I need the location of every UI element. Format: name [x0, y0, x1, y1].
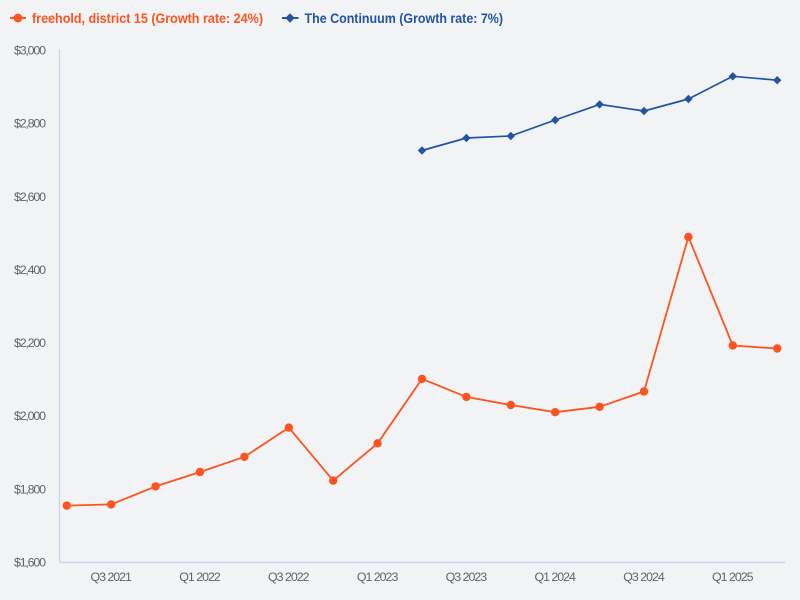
svg-text:$1,600: $1,600: [14, 556, 46, 570]
svg-text:Q3 2021: Q3 2021: [90, 570, 132, 584]
svg-text:Q1 2024: Q1 2024: [534, 570, 576, 584]
svg-text:Q1 2022: Q1 2022: [179, 570, 221, 584]
svg-text:$2,800: $2,800: [14, 117, 46, 131]
svg-text:The Continuum (Growth rate: 7%: The Continuum (Growth rate: 7%): [305, 11, 504, 26]
svg-text:Q3 2024: Q3 2024: [623, 570, 665, 584]
svg-text:Q3 2022: Q3 2022: [268, 570, 310, 584]
svg-text:$3,000: $3,000: [14, 44, 46, 58]
svg-text:$2,000: $2,000: [14, 409, 46, 423]
svg-text:$1,800: $1,800: [14, 482, 46, 496]
svg-text:$2,400: $2,400: [14, 263, 46, 277]
svg-text:freehold, district 15 (Growth: freehold, district 15 (Growth rate: 24%): [32, 11, 263, 26]
svg-text:Q1 2023: Q1 2023: [357, 570, 399, 584]
svg-text:Q3 2023: Q3 2023: [446, 570, 488, 584]
svg-text:Q1 2025: Q1 2025: [712, 570, 754, 584]
svg-text:$2,200: $2,200: [14, 336, 46, 350]
svg-text:$2,600: $2,600: [14, 190, 46, 204]
